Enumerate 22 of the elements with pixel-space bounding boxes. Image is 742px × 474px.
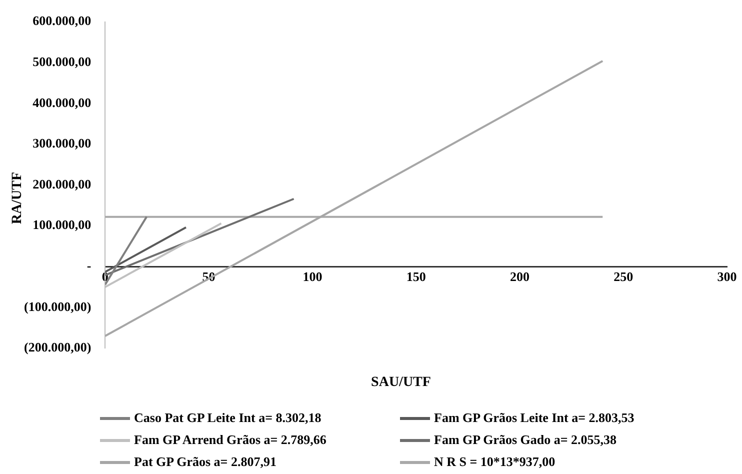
y-tick-label: (200.000,00)	[24, 340, 92, 355]
x-tick-label: 150	[406, 268, 426, 284]
y-tick-label: 100.000,00	[32, 217, 92, 232]
x-tick-label: 100	[302, 268, 322, 284]
y-tick-label: 300.000,00	[32, 136, 92, 151]
x-tick-label: 300	[717, 268, 737, 284]
y-tick-label: 200.000,00	[32, 176, 92, 192]
x-tick-label: 200	[510, 268, 530, 284]
y-tick-label: 600.000,00	[32, 13, 92, 28]
x-axis-title: SAU/UTF	[370, 375, 432, 391]
x-tick-label: 250	[614, 268, 634, 284]
y-axis-title: RA/UTF	[10, 172, 26, 224]
legend-label: Pat GP Grãos a= 2.807,91	[134, 454, 276, 470]
legend-label: Caso Pat GP Leite Int a= 8.302,18	[134, 410, 322, 426]
y-tick-label: (100.000,00)	[24, 298, 92, 314]
y-tick-label: 500.000,00	[32, 54, 92, 69]
legend-label: Fam GP Grãos Gado a= 2.055,38	[434, 432, 617, 448]
legend-label: Fam GP Arrend Grãos a= 2.789,66	[134, 432, 326, 448]
y-tick-label: -	[86, 258, 92, 273]
legend-label: Fam GP Grãos Leite Int a= 2.803,53	[434, 410, 634, 426]
legend-label: N R S = 10*13*937,00	[434, 454, 556, 470]
y-tick-label: 400.000,00	[32, 94, 92, 110]
